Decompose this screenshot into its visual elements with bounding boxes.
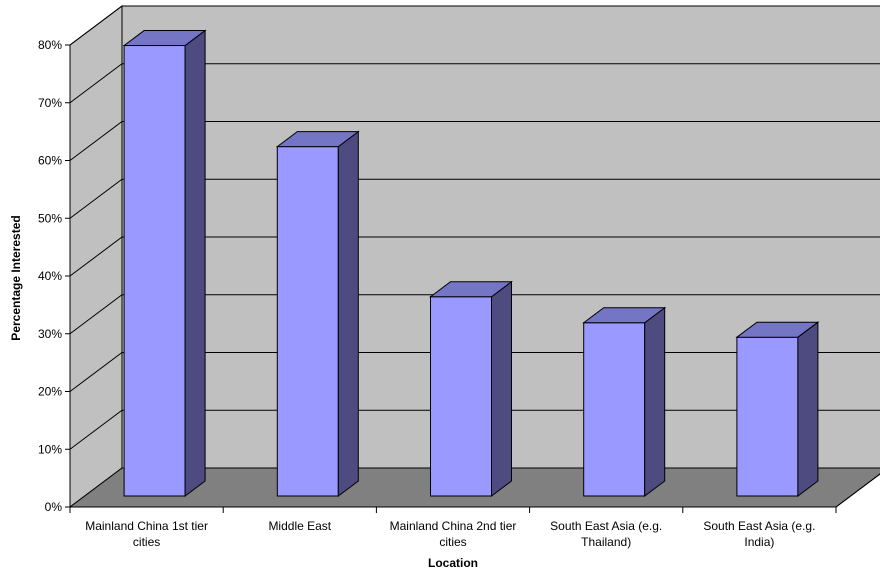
y-tick-labels: 0% 10% 20% 30% 40% 50% 60% 70% 80% [38,38,62,514]
x-tick-label: cities [439,535,466,549]
bar-side [337,130,359,497]
bar-front [276,146,339,497]
x-tick-label: Thailand) [581,535,631,549]
bar [582,306,667,497]
bar [429,280,513,497]
bar-side [644,306,666,497]
x-axis-title: Location [428,556,478,570]
bar-top [735,321,820,338]
bar-side [491,280,512,497]
gridline [69,121,880,161]
floor-edge [835,473,880,508]
y-tick-label: 20% [38,385,62,399]
gridline [69,236,880,277]
y-tick-label: 10% [38,442,62,456]
y-tick-label: 0% [45,500,63,514]
x-tick-label: cities [133,535,160,549]
y-tick-label: 80% [38,38,62,52]
bar [122,29,207,497]
bars [122,29,820,497]
y-tick-label: 60% [38,154,62,168]
bar [735,321,820,497]
bar-side [184,29,206,497]
y-tick-label: 70% [38,96,62,110]
x-tick-label: Mainland China 1st tier [85,519,208,533]
bar-side [797,321,819,497]
x-tick-label: Middle East [268,519,331,533]
bar-front [123,45,186,497]
y-tick-label: 50% [38,211,62,225]
bar-front [583,322,646,497]
bar-top [429,281,513,298]
bar-top [582,307,667,324]
gridlines [69,5,880,450]
y-tick-label: 40% [38,269,62,283]
bar-top [275,131,360,148]
bar-top [122,30,207,47]
bar [275,130,360,497]
gridline [69,63,880,104]
y-tick-label: 30% [38,327,62,341]
x-tick-label: South East Asia (e.g. [550,519,662,533]
bar-front [736,336,799,497]
x-tick-label: South East Asia (e.g. [703,519,815,533]
gridline [69,294,880,335]
x-tick-label: India) [744,535,774,549]
bar-front [430,296,492,497]
x-tick-labels: Mainland China 1st tier cities Middle East… [85,519,815,549]
gridline [69,5,880,46]
y-axis-title: Percentage Interested [9,215,23,340]
axes [65,44,880,513]
x-tick-label: Mainland China 2nd tier [390,519,517,533]
gridline [69,178,880,219]
